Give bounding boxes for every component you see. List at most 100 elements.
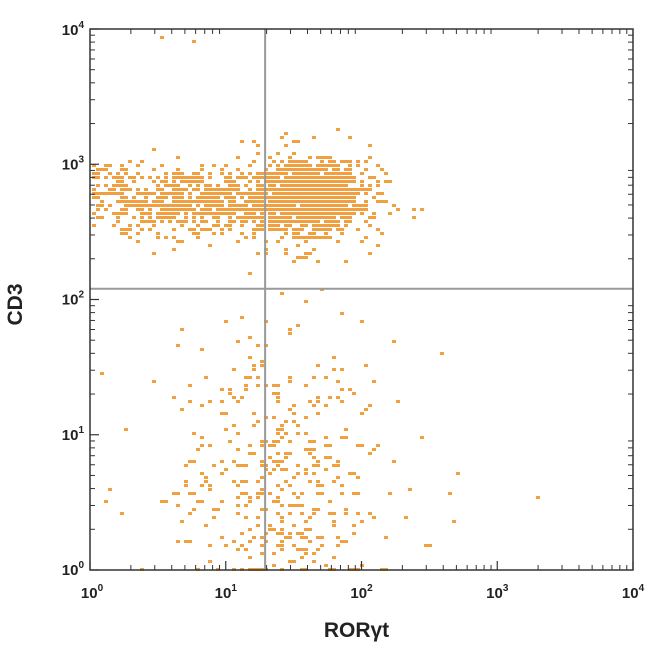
data-point <box>336 172 340 175</box>
data-point <box>148 204 152 207</box>
data-point <box>280 544 284 547</box>
data-point <box>192 216 196 219</box>
data-point <box>204 212 208 215</box>
data-point <box>272 468 276 471</box>
data-point <box>316 220 320 223</box>
data-point <box>360 208 364 211</box>
data-point <box>252 196 256 199</box>
data-point <box>312 236 316 239</box>
data-point <box>176 540 180 543</box>
data-point <box>288 156 292 159</box>
data-point <box>348 472 352 475</box>
data-point <box>288 220 292 223</box>
data-point <box>140 212 144 215</box>
data-point <box>248 336 252 339</box>
data-point <box>228 224 232 227</box>
data-point <box>372 216 376 219</box>
data-point <box>148 228 152 231</box>
data-point <box>176 492 180 495</box>
data-point <box>244 204 248 207</box>
data-point <box>352 176 356 179</box>
data-point <box>152 148 156 151</box>
data-point <box>348 208 352 211</box>
data-point <box>328 208 332 211</box>
data-point <box>288 168 292 171</box>
data-point <box>160 36 164 39</box>
data-point <box>112 224 116 227</box>
data-point <box>228 176 232 179</box>
data-point <box>248 200 252 203</box>
data-point <box>216 188 220 191</box>
data-point <box>188 204 192 207</box>
data-point <box>304 204 308 207</box>
data-point <box>260 196 264 199</box>
y-tick-label: 104 <box>62 20 85 39</box>
data-point <box>280 548 284 551</box>
data-point <box>296 548 300 551</box>
data-point <box>304 384 308 387</box>
data-point <box>288 192 292 195</box>
data-point <box>320 196 324 199</box>
data-point <box>236 184 240 187</box>
data-point <box>276 440 280 443</box>
data-point <box>180 220 184 223</box>
data-point <box>184 200 188 203</box>
data-point <box>364 188 368 191</box>
data-point <box>268 220 272 223</box>
data-point <box>356 208 360 211</box>
data-point <box>236 208 240 211</box>
data-point <box>268 444 272 447</box>
data-point <box>324 180 328 183</box>
data-point <box>320 168 324 171</box>
data-point <box>208 212 212 215</box>
data-point <box>116 176 120 179</box>
data-point <box>156 212 160 215</box>
data-point <box>336 228 340 231</box>
data-point <box>160 200 164 203</box>
data-point <box>212 200 216 203</box>
data-point <box>196 232 200 235</box>
data-point <box>360 320 364 323</box>
data-point <box>308 168 312 171</box>
data-point <box>244 504 248 507</box>
data-point <box>96 172 100 175</box>
data-point <box>340 312 344 315</box>
data-point <box>272 500 276 503</box>
data-point <box>220 188 224 191</box>
data-point <box>236 448 240 451</box>
data-point <box>224 176 228 179</box>
data-point <box>296 188 300 191</box>
data-point <box>92 212 96 215</box>
data-point <box>164 172 168 175</box>
data-point <box>328 188 332 191</box>
data-point <box>336 164 340 167</box>
data-point <box>196 204 200 207</box>
data-point <box>364 192 368 195</box>
data-point <box>316 460 320 463</box>
data-point <box>304 472 308 475</box>
data-point <box>256 516 260 519</box>
data-point <box>252 424 256 427</box>
data-point <box>308 216 312 219</box>
data-point <box>164 212 168 215</box>
data-point <box>352 492 356 495</box>
data-point <box>344 208 348 211</box>
data-point <box>288 408 292 411</box>
data-point <box>196 176 200 179</box>
data-point <box>300 216 304 219</box>
y-tick-label: 103 <box>62 154 85 173</box>
data-point <box>308 208 312 211</box>
data-point <box>280 160 284 163</box>
data-point <box>312 472 316 475</box>
data-point <box>300 256 304 259</box>
data-point <box>312 216 316 219</box>
data-point <box>296 432 300 435</box>
data-point <box>248 556 252 559</box>
data-point <box>324 168 328 171</box>
data-point <box>136 192 140 195</box>
data-point <box>388 180 392 183</box>
data-point <box>408 488 412 491</box>
data-point <box>352 532 356 535</box>
data-point <box>176 196 180 199</box>
data-point <box>228 440 232 443</box>
